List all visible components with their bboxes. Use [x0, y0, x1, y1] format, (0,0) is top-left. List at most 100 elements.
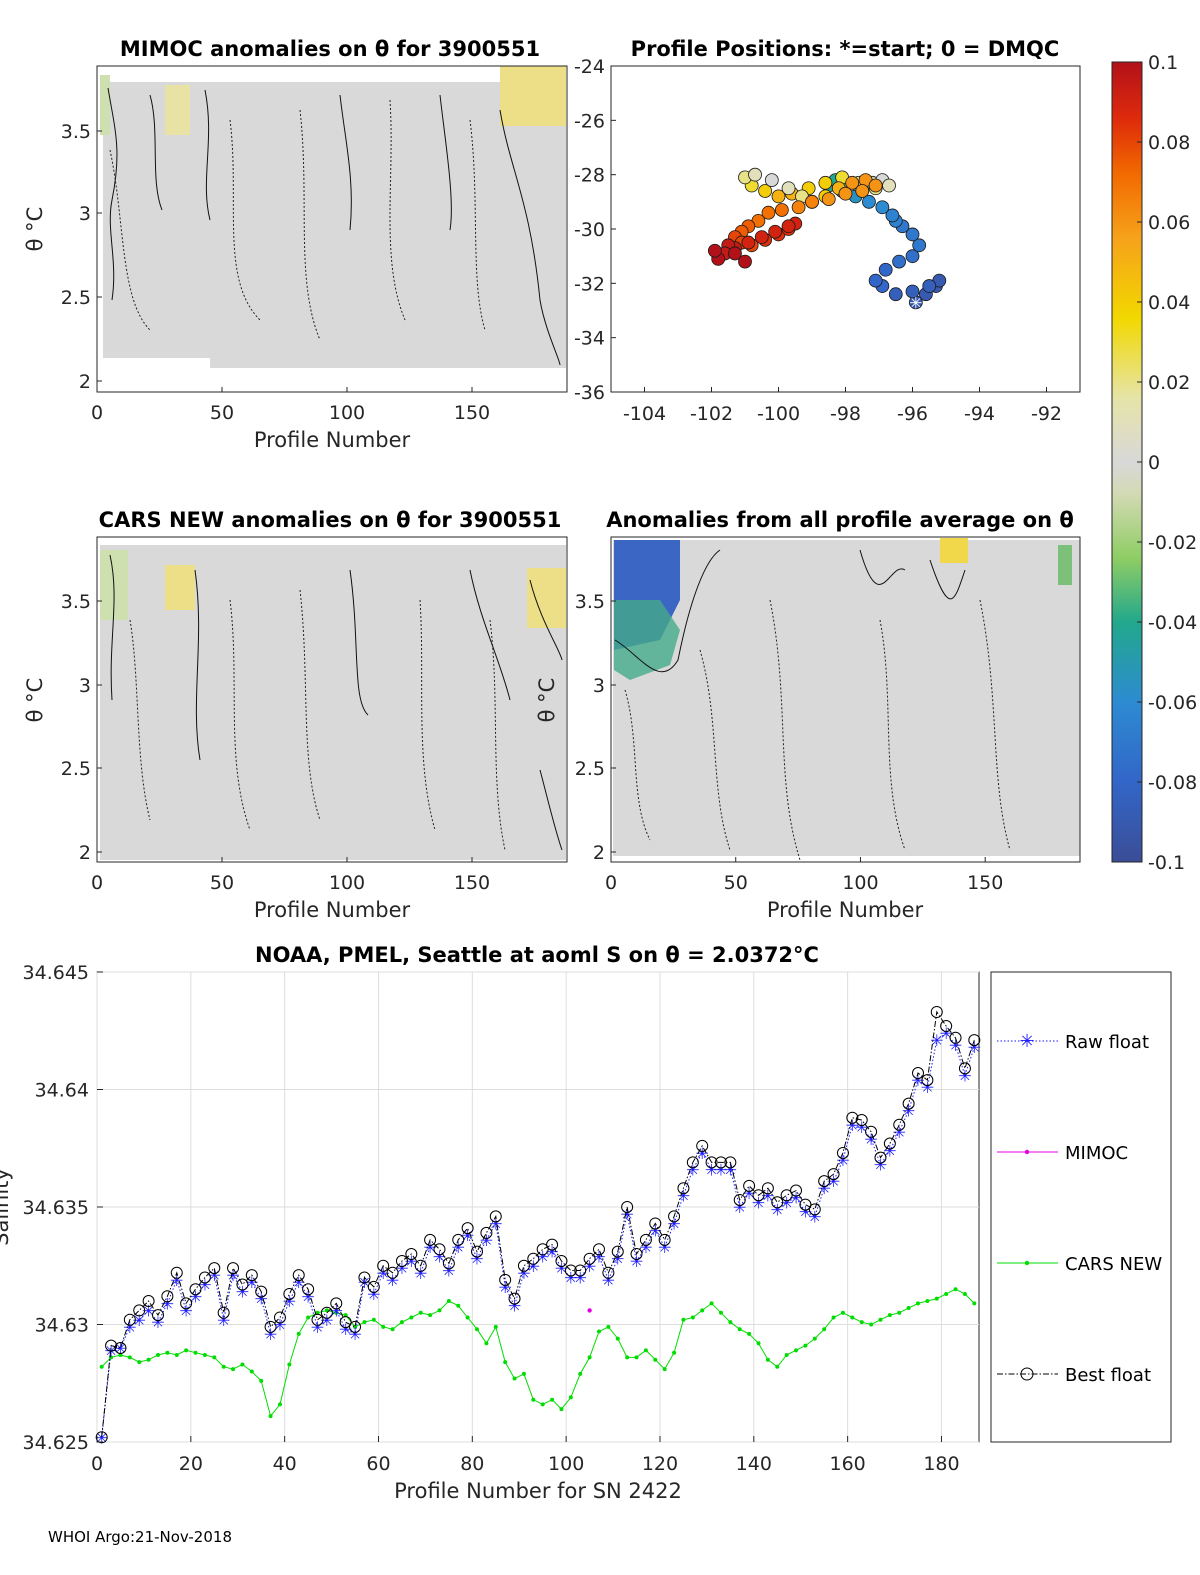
position-point	[758, 184, 772, 198]
best-float-point	[189, 1283, 202, 1296]
cars-new-point	[625, 1355, 630, 1360]
position-point	[905, 284, 920, 299]
best-float-point	[227, 1262, 240, 1275]
y-tick-label: -24	[574, 56, 605, 78]
position-point	[892, 254, 906, 269]
cars-new-point	[568, 1395, 573, 1400]
best-float-point	[771, 1196, 784, 1209]
cars-new-point	[775, 1364, 780, 1369]
position-point	[818, 175, 833, 190]
raw-float-point: ✳	[461, 1226, 474, 1245]
position-point	[791, 200, 806, 215]
mimoc-yellow-patch	[165, 85, 190, 135]
cars-new-point	[249, 1369, 254, 1374]
cars-new-point	[390, 1327, 395, 1332]
best-float-point	[836, 1146, 849, 1159]
cars-new-point	[737, 1327, 742, 1332]
raw-float-point: ✳	[470, 1250, 483, 1269]
raw-float-point: ✳	[714, 1160, 727, 1179]
best-float-point	[968, 1034, 981, 1047]
best-float-point	[123, 1313, 136, 1326]
cars-new-point	[456, 1303, 461, 1308]
x-tick-label: 100	[329, 402, 365, 424]
y-tick-label: 2	[79, 371, 91, 393]
legend-cars-label: CARS NEW	[1065, 1254, 1162, 1275]
y-tick-label: 2	[79, 842, 91, 864]
colorbar-tick-label: 0.08	[1148, 132, 1190, 154]
cars-new-point	[362, 1320, 367, 1325]
position-point	[855, 184, 870, 198]
cars-new-point	[653, 1357, 658, 1362]
x-tick-label: 100	[842, 872, 878, 894]
cars-axes-box	[96, 536, 568, 863]
best-float-point	[921, 1074, 934, 1087]
y-tick-label: 34.635	[23, 1197, 89, 1219]
cars-yellow-patch	[165, 565, 195, 610]
best-float-point	[883, 1137, 896, 1150]
allavg-green-patch	[614, 600, 680, 680]
cars-new-point	[371, 1317, 376, 1322]
x-tick-label: 150	[454, 402, 490, 424]
legend-best-marker	[1020, 1367, 1034, 1381]
cars-new-point	[869, 1322, 874, 1327]
cars-new-point	[202, 1353, 207, 1358]
colorbar-ticks: 0.1 0.08 0.06 0.04 0.02 0 -0.02 -0.04 -0.06 -0.08…	[1137, 52, 1197, 874]
best-float-point	[142, 1295, 155, 1307]
best-float-point	[855, 1114, 868, 1127]
cars-new-point	[381, 1324, 386, 1329]
mimoc-point	[587, 1308, 592, 1313]
position-point	[821, 192, 836, 207]
cars-new-point	[831, 1315, 836, 1320]
positions-xticks: -104 -102 -100 -98 -96 -94 -92	[623, 387, 1062, 425]
y-tick-label: 3	[79, 675, 91, 697]
cars-new-point	[559, 1407, 564, 1412]
cars-new-point	[906, 1306, 911, 1311]
cars-new-point	[859, 1320, 864, 1325]
raw-float-point: ✳	[395, 1259, 408, 1278]
cars-new-point	[231, 1367, 236, 1372]
allavg-green-patch-right	[1058, 545, 1072, 585]
raw-float-point: ✳	[864, 1130, 877, 1149]
position-point	[805, 194, 819, 209]
cars-new-point	[747, 1331, 752, 1336]
best-float-point	[433, 1243, 446, 1256]
best-float-point	[302, 1283, 315, 1296]
cars-new-point	[944, 1291, 949, 1296]
best-float-point	[180, 1297, 193, 1310]
mimoc-contour-solid	[107, 87, 561, 366]
raw-float-point: ✳	[226, 1266, 239, 1285]
position-point	[878, 262, 893, 277]
raw-float-point: ✳	[968, 1038, 981, 1057]
best-float-point	[649, 1217, 662, 1230]
raw-float-point: ✳	[433, 1247, 446, 1266]
cars-new-point	[615, 1336, 620, 1341]
best-float-point	[752, 1189, 765, 1202]
raw-float-point: ✳	[827, 1172, 840, 1191]
cars-new-point	[794, 1348, 799, 1353]
raw-float-point: ✳	[817, 1179, 830, 1198]
raw-float-point: ✳	[611, 1250, 624, 1269]
cars-new-point	[146, 1357, 151, 1362]
best-float-point	[264, 1320, 277, 1333]
cars-new-point	[437, 1308, 442, 1313]
cars-new-point	[540, 1402, 545, 1407]
allavg-axes-box	[610, 536, 1081, 863]
mimoc-anomaly-field	[103, 82, 566, 368]
cars-new-point	[897, 1310, 902, 1315]
y-tick-label: 2.5	[61, 287, 91, 309]
raw-float-point: ✳	[958, 1066, 971, 1085]
mimoc-title: MIMOC anomalies on θ for 3900551	[120, 37, 540, 61]
legend-mimoc-marker	[1024, 1149, 1030, 1155]
allavg-panel: Anomalies from all profile average on θ …	[535, 508, 1081, 922]
raw-float-point: ✳	[939, 1024, 952, 1043]
best-float-point	[686, 1156, 699, 1169]
colorbar-tick-label: -0.08	[1148, 772, 1197, 794]
raw-float-point: ✳	[198, 1276, 211, 1295]
raw-float-point: ✳	[874, 1156, 887, 1175]
position-point	[885, 208, 900, 223]
salinity-title: NOAA, PMEL, Seattle at aoml S on θ = 2.0…	[255, 943, 819, 967]
cars-new-point	[587, 1355, 592, 1360]
cars-new-point	[756, 1341, 761, 1346]
best-float-point	[865, 1125, 878, 1138]
raw-float-point: ✳	[808, 1207, 821, 1226]
